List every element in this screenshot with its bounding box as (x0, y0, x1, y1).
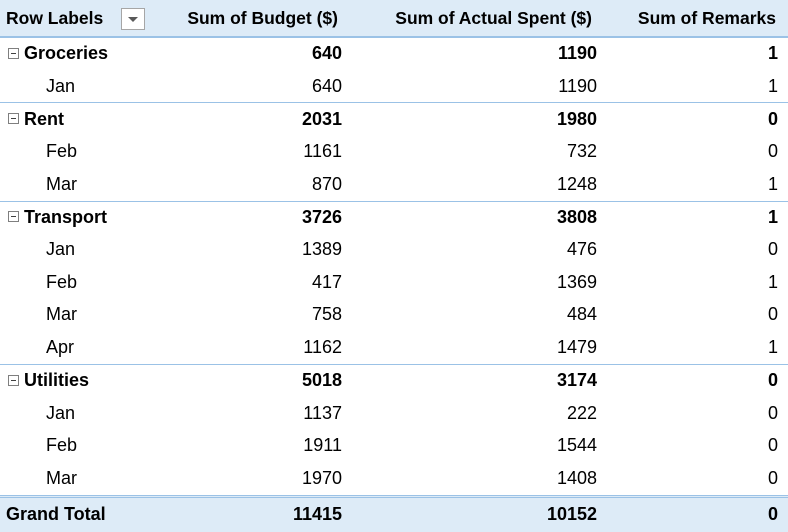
row-label: Jan (46, 402, 76, 423)
actual-value: 3808 (556, 206, 597, 227)
filter-dropdown[interactable] (121, 8, 145, 30)
budget-value: 417 (311, 271, 342, 292)
detail-row: Mar 870 1248 1 (0, 168, 788, 201)
header-cell: Sum of Actual Spent ($) (395, 7, 592, 28)
budget-value: 640 (311, 75, 342, 96)
row-label: Groceries (24, 43, 109, 64)
row-label: Jan (46, 75, 76, 96)
header-cell: Row Labels (6, 7, 104, 28)
budget-value: 640 (311, 43, 342, 64)
group-row: Rent 2031 1980 0 (0, 102, 788, 135)
remarks-value: 0 (767, 304, 778, 325)
detail-row: Apr 1162 1479 1 (0, 331, 788, 364)
row-label: Grand Total (6, 504, 106, 525)
budget-value: 1970 (301, 467, 342, 488)
remarks-value: 0 (767, 140, 778, 161)
remarks-value: 0 (767, 435, 778, 456)
remarks-value: 1 (767, 43, 778, 64)
actual-value: 1544 (556, 435, 597, 456)
budget-value: 1389 (301, 239, 342, 260)
actual-value: 1248 (556, 173, 597, 194)
actual-value: 1408 (556, 467, 597, 488)
detail-row: Jan 1389 476 0 (0, 233, 788, 266)
actual-value: 10152 (546, 504, 597, 525)
remarks-value: 1 (767, 337, 778, 358)
actual-value: 222 (566, 402, 597, 423)
group-row: Utilities 5018 3174 0 (0, 364, 788, 397)
remarks-value: 1 (767, 75, 778, 96)
budget-value: 1161 (303, 140, 342, 161)
actual-value: 1190 (557, 43, 597, 64)
actual-value: 732 (566, 140, 597, 161)
actual-value: 1980 (556, 108, 597, 129)
row-label: Jan (46, 239, 76, 260)
row-label: Feb (46, 140, 78, 161)
remarks-value: 1 (767, 173, 778, 194)
detail-row: Mar 1970 1408 0 (0, 462, 788, 495)
grand-total-row: Grand Total 11415 10152 0 (0, 494, 788, 532)
detail-row: Feb 417 1369 1 (0, 266, 788, 299)
collapse-button[interactable] (8, 374, 19, 386)
budget-value: 1162 (303, 337, 342, 358)
budget-value: 870 (311, 173, 342, 194)
header-cell: Sum of Remarks (637, 7, 776, 28)
budget-value: 1137 (303, 402, 342, 423)
budget-value: 11415 (292, 504, 342, 525)
actual-value: 476 (566, 239, 597, 260)
collapse-button[interactable] (8, 47, 19, 59)
budget-value: 758 (311, 304, 342, 325)
row-label: Feb (46, 271, 78, 292)
group-row: Groceries 640 1190 1 (0, 37, 788, 70)
row-label: Transport (24, 206, 108, 227)
remarks-value: 0 (767, 108, 778, 129)
detail-row: Jan 640 1190 1 (0, 70, 788, 103)
remarks-value: 0 (767, 504, 778, 525)
actual-value: 1479 (556, 337, 597, 358)
remarks-value: 1 (767, 271, 778, 292)
budget-value: 3726 (301, 206, 342, 227)
remarks-value: 0 (767, 370, 778, 391)
remarks-value: 0 (767, 402, 778, 423)
detail-row: Feb 1911 1544 0 (0, 429, 788, 462)
row-label: Mar (46, 173, 77, 194)
budget-value: 5018 (301, 370, 342, 391)
header-row: Row Labels Sum of Budget ($) Sum of Actual… (0, 0, 788, 37)
budget-value: 1911 (303, 435, 342, 456)
remarks-value: 0 (767, 239, 778, 260)
row-label: Feb (46, 435, 78, 456)
detail-row: Feb 1161 732 0 (0, 135, 788, 168)
actual-value: 3174 (556, 370, 597, 391)
collapse-button[interactable] (8, 113, 19, 125)
row-label: Apr (46, 337, 75, 358)
actual-value: 484 (566, 304, 597, 325)
header-cell: Sum of Budget ($) (187, 7, 338, 28)
detail-row: Mar 758 484 0 (0, 299, 788, 332)
row-label: Mar (46, 467, 77, 488)
actual-value: 1190 (558, 75, 597, 96)
collapse-button[interactable] (8, 211, 19, 223)
row-label: Utilities (24, 370, 90, 391)
remarks-value: 1 (767, 206, 778, 227)
actual-value: 1369 (556, 271, 597, 292)
remarks-value: 0 (767, 467, 778, 488)
row-label: Mar (46, 304, 77, 325)
budget-value: 2031 (301, 108, 342, 129)
row-label: Rent (24, 108, 64, 129)
group-row: Transport 3726 3808 1 (0, 200, 788, 234)
detail-row: Jan 1137 222 0 (0, 397, 788, 430)
